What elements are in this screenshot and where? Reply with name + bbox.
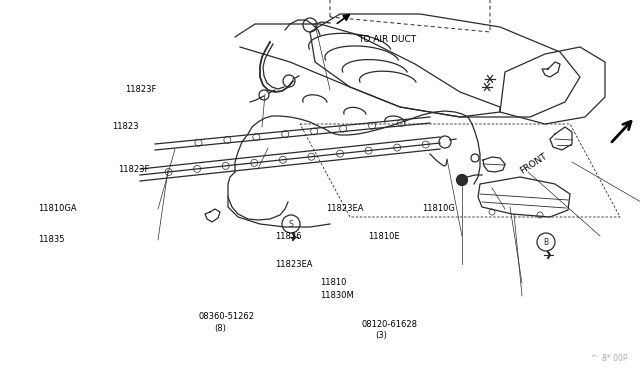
Circle shape — [456, 174, 467, 186]
Text: B: B — [543, 237, 548, 247]
Text: 08120-61628: 08120-61628 — [362, 320, 417, 329]
Text: (3): (3) — [376, 331, 388, 340]
Text: (8): (8) — [214, 324, 227, 333]
Text: 11823: 11823 — [112, 122, 138, 131]
Text: 11810G: 11810G — [422, 204, 455, 213]
Text: ^  8* 00P: ^ 8* 00P — [591, 354, 627, 363]
Text: 11835: 11835 — [38, 235, 65, 244]
Text: 11823F: 11823F — [118, 165, 150, 174]
Text: 11823EA: 11823EA — [326, 204, 364, 213]
Text: 11810GA: 11810GA — [38, 204, 77, 213]
Text: 11830M: 11830M — [320, 291, 354, 300]
Text: 08360-51262: 08360-51262 — [198, 312, 255, 321]
Text: FRONT: FRONT — [518, 152, 549, 176]
Text: TO AIR DUCT: TO AIR DUCT — [358, 35, 417, 44]
Text: 11810E: 11810E — [368, 232, 399, 241]
Text: 11826: 11826 — [275, 232, 301, 241]
Text: 11823F: 11823F — [125, 85, 156, 94]
Text: 11810: 11810 — [320, 278, 346, 287]
Text: 11823EA: 11823EA — [275, 260, 313, 269]
Text: S: S — [289, 219, 293, 228]
